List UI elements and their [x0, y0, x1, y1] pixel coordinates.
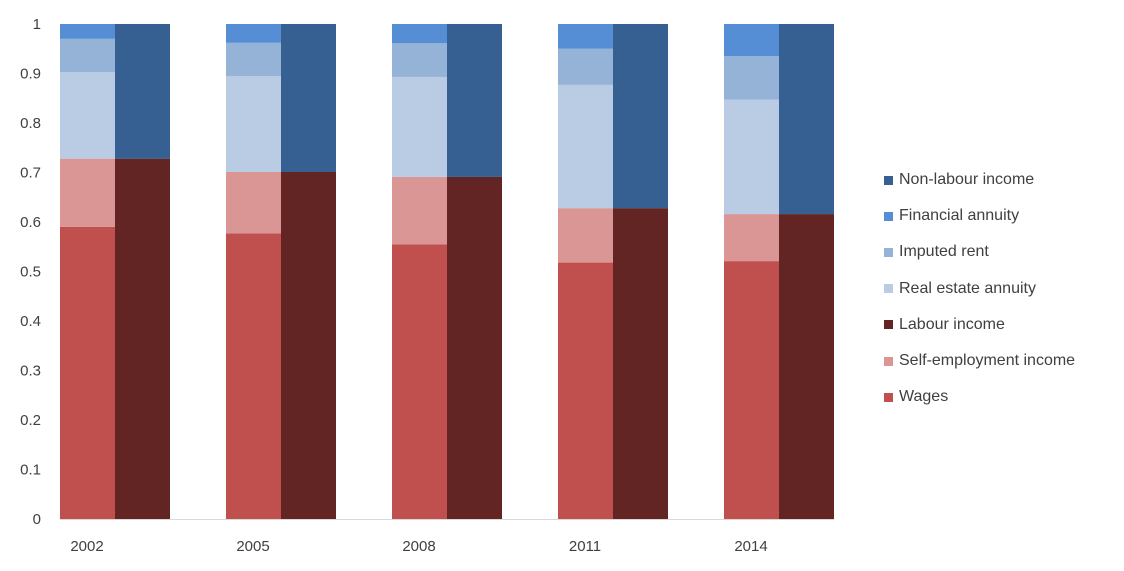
legend-swatch — [884, 247, 893, 257]
bar-real-estate-annuity-2011 — [558, 84, 613, 209]
bar-financial-annuity-2014 — [724, 24, 779, 57]
legend-swatch — [884, 211, 893, 221]
legend-label: Real estate annuity — [899, 279, 1036, 297]
bar-wages-2008 — [392, 244, 447, 519]
chart-legend: Non-labour income Financial annuity Impute… — [884, 162, 1075, 415]
bar-self-employment-income-2008 — [392, 176, 447, 245]
bar-financial-annuity-2008 — [392, 24, 447, 44]
bar-labour-income-2002 — [115, 158, 170, 519]
bar-non-labour-income-2014 — [779, 24, 834, 215]
y-tick-label: 0.9 — [20, 66, 41, 83]
bar-financial-annuity-2002 — [60, 24, 115, 39]
bar-imputed-rent-2005 — [226, 42, 281, 76]
legend-label: Financial annuity — [899, 207, 1020, 225]
legend-label: Wages — [899, 388, 949, 406]
legend-item: Financial annuity — [884, 198, 1075, 234]
bar-labour-income-2011 — [613, 208, 668, 519]
legend-item: Imputed rent — [884, 234, 1075, 270]
bar-wages-2014 — [724, 261, 779, 519]
bar-imputed-rent-2002 — [60, 38, 115, 73]
y-tick-label: 0.7 — [20, 165, 41, 182]
legend-label: Non-labour income — [899, 171, 1035, 189]
bar-non-labour-income-2005 — [281, 24, 336, 173]
bar-real-estate-annuity-2008 — [392, 76, 447, 177]
bar-labour-income-2005 — [281, 172, 336, 519]
y-tick-label: 0.4 — [20, 313, 41, 330]
legend-swatch — [884, 284, 893, 294]
legend-swatch — [884, 320, 893, 330]
legend-swatch — [884, 392, 893, 402]
bar-financial-annuity-2005 — [226, 24, 281, 43]
x-tick-label: 2005 — [236, 538, 269, 555]
legend-item: Self-employment income — [884, 343, 1075, 379]
bar-non-labour-income-2002 — [115, 24, 170, 159]
bar-self-employment-income-2002 — [60, 158, 115, 227]
bar-real-estate-annuity-2002 — [60, 72, 115, 159]
bar-wages-2011 — [558, 262, 613, 519]
legend-label: Self-employment income — [899, 352, 1076, 370]
bar-labour-income-2008 — [447, 176, 502, 519]
y-tick-label: 1 — [33, 16, 41, 33]
x-tick-label: 2014 — [734, 538, 767, 555]
y-tick-label: 0.8 — [20, 115, 41, 132]
y-tick-label: 0.6 — [20, 214, 41, 231]
y-tick-label: 0.3 — [20, 363, 41, 380]
x-tick-label: 2008 — [402, 538, 435, 555]
legend-label: Imputed rent — [899, 243, 989, 261]
bar-non-labour-income-2011 — [613, 24, 668, 209]
bar-real-estate-annuity-2005 — [226, 75, 281, 173]
y-tick-label: 0.2 — [20, 412, 41, 429]
legend-item: Real estate annuity — [884, 271, 1075, 307]
bar-self-employment-income-2014 — [724, 214, 779, 262]
bar-wages-2005 — [226, 233, 281, 519]
bar-imputed-rent-2008 — [392, 43, 447, 77]
bar-non-labour-income-2008 — [447, 24, 502, 177]
bar-wages-2002 — [60, 226, 115, 519]
y-tick-label: 0.5 — [20, 264, 41, 281]
bar-imputed-rent-2014 — [724, 56, 779, 100]
legend-item: Labour income — [884, 307, 1075, 343]
legend-item: Non-labour income — [884, 162, 1075, 198]
legend-swatch — [884, 175, 893, 185]
y-tick-label: 0 — [33, 511, 41, 528]
x-tick-label: 2002 — [70, 538, 103, 555]
legend-item: Wages — [884, 379, 1075, 415]
x-tick-label: 2011 — [569, 538, 601, 555]
legend-label: Labour income — [899, 315, 1005, 333]
bar-financial-annuity-2011 — [558, 24, 613, 49]
bar-real-estate-annuity-2014 — [724, 99, 779, 215]
bar-labour-income-2014 — [779, 214, 834, 519]
y-tick-label: 0.1 — [20, 462, 41, 479]
legend-swatch — [884, 356, 893, 366]
bar-self-employment-income-2005 — [226, 172, 281, 234]
bar-self-employment-income-2011 — [558, 208, 613, 263]
bar-imputed-rent-2011 — [558, 48, 613, 85]
